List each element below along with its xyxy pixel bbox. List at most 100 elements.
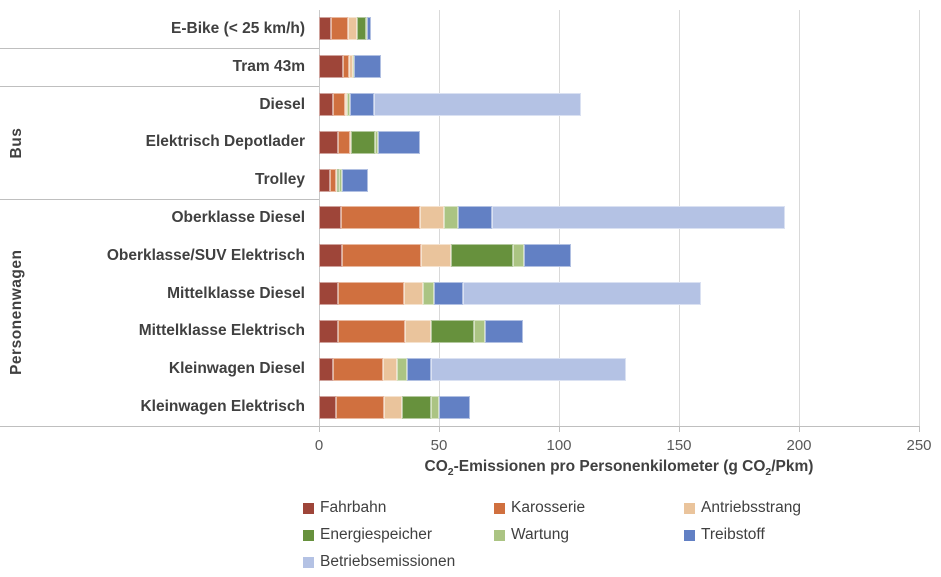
bar-segment-treibstoff <box>484 319 523 343</box>
x-axis-title: CO2-Emissionen pro Personenkilometer (g … <box>319 458 919 478</box>
stacked-bar <box>319 244 919 268</box>
stacked-bar <box>319 357 919 381</box>
category-label: Kleinwagen Elektrisch <box>140 398 305 416</box>
bar-row <box>319 123 919 161</box>
category-label: Elektrisch Depotlader <box>145 133 305 151</box>
legend-item: Treibstoff <box>684 526 903 544</box>
bar-segment-betriebsemissionen <box>491 206 785 230</box>
bar-segment-antriebsstrang <box>420 244 451 268</box>
axis-tick <box>439 426 440 432</box>
bar-segment-energiespeicher <box>336 168 340 192</box>
bar-segment-antriebsstrang <box>349 55 353 79</box>
legend-label: Wartung <box>511 526 570 543</box>
bar-segment-fahrbahn <box>319 319 339 343</box>
bar-row <box>319 350 919 388</box>
category-axis: E-Bike (< 25 km/h) Tram 43m Diesel Elektris… <box>0 10 319 426</box>
category-label: E-Bike (< 25 km/h) <box>171 19 305 37</box>
bar-segment-fahrbahn <box>319 244 342 268</box>
category-label: Oberklasse Diesel <box>171 208 305 226</box>
bar-segment-betriebsemissionen <box>462 282 701 306</box>
bar-segment-treibstoff <box>458 206 492 230</box>
bar-segment-fahrbahn <box>319 130 339 154</box>
bar-segment-karosserie <box>338 130 351 154</box>
bar-segment-betriebsemissionen <box>430 357 627 381</box>
category-row: Mittelklasse Elektrisch <box>0 313 319 351</box>
legend-swatch-icon <box>494 502 505 514</box>
category-row: E-Bike (< 25 km/h) <box>0 10 319 48</box>
bar-segment-karosserie <box>333 93 346 117</box>
bar-segment-treibstoff <box>366 17 371 41</box>
category-row: Oberklasse Diesel <box>0 199 319 237</box>
bar-segment-wartung <box>346 93 351 117</box>
category-label: Oberklasse/SUV Elektrisch <box>106 246 305 264</box>
plot-area <box>319 10 920 426</box>
stacked-bar <box>319 282 919 306</box>
bar-segment-wartung <box>396 357 407 381</box>
bar-segment-wartung <box>423 282 435 306</box>
legend-label: Treibstoff <box>701 526 765 543</box>
bar-segment-antriebsstrang <box>404 282 424 306</box>
axis-tick-label: 150 <box>666 437 692 454</box>
bar-segment-treibstoff <box>438 395 471 419</box>
axis-title-text: /Pkm) <box>771 458 814 475</box>
category-label: Mittelklasse Elektrisch <box>138 322 305 340</box>
axis-tick-label: 50 <box>430 437 448 454</box>
stacked-bar <box>319 93 919 117</box>
bar-segment-fahrbahn <box>319 395 336 419</box>
bar-row <box>319 48 919 86</box>
group-separator-line <box>0 199 319 201</box>
bar-segment-wartung <box>443 206 459 230</box>
bar-segment-karosserie <box>333 357 383 381</box>
legend-item: Betriebsemissionen <box>303 553 494 571</box>
bar-row <box>319 161 919 199</box>
bar-segment-karosserie <box>329 168 336 192</box>
bar-row <box>319 199 919 237</box>
bar-segment-energiespeicher <box>351 130 376 154</box>
legend-label: Fahrbahn <box>320 499 387 516</box>
axis-tick <box>919 426 920 432</box>
bar-segment-treibstoff <box>341 168 369 192</box>
bar-segment-fahrbahn <box>319 357 334 381</box>
bar-row <box>319 10 919 48</box>
bar-segment-wartung <box>339 168 342 192</box>
bar-segment-wartung <box>352 55 354 79</box>
gridline <box>919 10 920 426</box>
group-separator-line <box>0 47 319 49</box>
bar-segment-antriebsstrang <box>335 168 337 192</box>
stacked-bar <box>319 168 919 192</box>
category-row: Kleinwagen Elektrisch <box>0 388 319 426</box>
bar-segment-betriebsemissionen <box>374 93 581 117</box>
bar-row <box>319 86 919 124</box>
stacked-bar <box>319 395 919 419</box>
axis-tick <box>679 426 680 432</box>
bar-segment-karosserie <box>343 55 349 79</box>
legend: Fahrbahn Karosserie Antriebsstrang Energies… <box>303 499 903 571</box>
category-row: Tram 43m <box>0 48 319 86</box>
bar-segment-fahrbahn <box>319 55 343 79</box>
bar-segment-karosserie <box>340 206 420 230</box>
bar-segment-energiespeicher <box>357 17 366 41</box>
bar-row <box>319 237 919 275</box>
stacked-bar <box>319 206 919 230</box>
bar-segment-karosserie <box>335 395 384 419</box>
bar-segment-karosserie <box>331 17 348 41</box>
bar-segment-energiespeicher <box>430 319 474 343</box>
bar-segment-wartung <box>375 130 378 154</box>
axis-tick-label: 200 <box>786 437 812 454</box>
bar-row <box>319 388 919 426</box>
bar-segment-antriebsstrang <box>419 206 444 230</box>
stacked-bar <box>319 319 919 343</box>
category-label: Tram 43m <box>232 57 305 75</box>
category-row: Oberklasse/SUV Elektrisch <box>0 237 319 275</box>
stacked-bar <box>319 17 919 41</box>
category-row: Kleinwagen Diesel <box>0 350 319 388</box>
legend-swatch-icon <box>303 556 314 568</box>
bar-segment-antriebsstrang <box>350 130 352 154</box>
bar-segment-wartung <box>430 395 439 419</box>
category-row: Diesel <box>0 86 319 124</box>
bar-segment-wartung <box>513 244 525 268</box>
bar-segment-treibstoff <box>350 93 375 117</box>
stacked-bar <box>319 55 919 79</box>
legend-swatch-icon <box>684 502 695 514</box>
bar-segment-wartung <box>365 17 367 41</box>
